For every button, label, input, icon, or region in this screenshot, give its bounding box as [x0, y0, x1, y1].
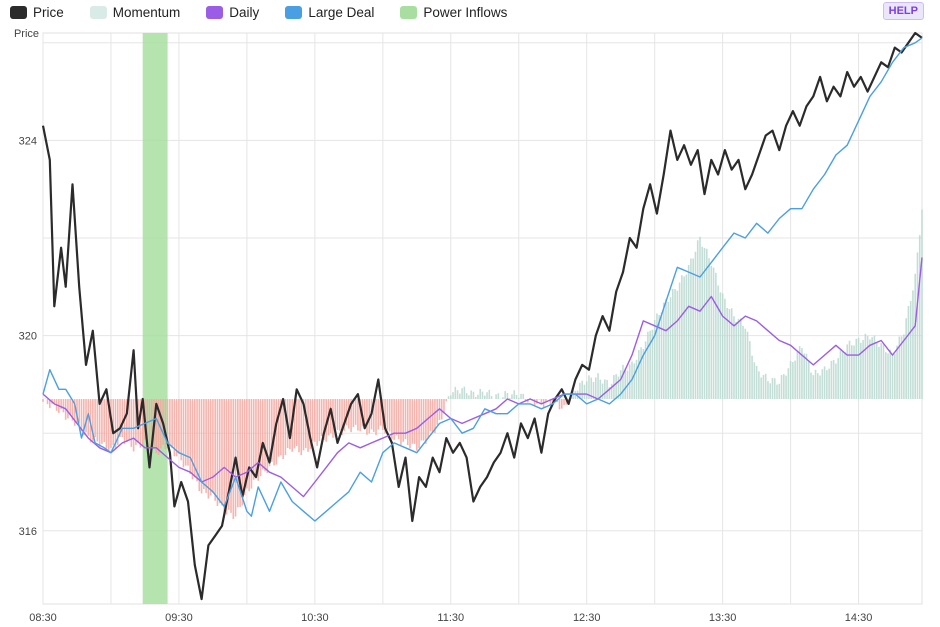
series-line-daily	[42, 257, 923, 498]
y-axis-label: Price	[14, 28, 39, 40]
legend-item-momentum[interactable]: Momentum	[89, 4, 181, 20]
x-tick-label: 10:30	[301, 612, 329, 624]
y-tick-label: 324	[19, 135, 37, 147]
legend-label: Large Deal	[308, 4, 375, 20]
x-tick-label: 08:30	[29, 612, 57, 624]
power-inflow-band	[142, 33, 168, 604]
series-line-price	[41, 31, 923, 601]
legend-swatch	[285, 5, 303, 19]
legend-label: Power Inflows	[423, 4, 508, 20]
x-tick-label: 13:30	[709, 612, 737, 624]
x-tick-label: 09:30	[165, 612, 193, 624]
series-line-large-deal	[42, 37, 923, 522]
legend-item-large-deal[interactable]: Large Deal	[285, 5, 374, 20]
legend-label: Momentum	[112, 4, 181, 20]
help-button[interactable]: HELP	[882, 2, 924, 20]
legend-swatch	[400, 5, 418, 19]
x-tick-label: 11:30	[437, 612, 464, 624]
y-tick-label: 316	[19, 526, 37, 538]
x-tick-label: 12:30	[573, 612, 601, 624]
legend-item-power-inflows[interactable]: Power Inflows	[400, 5, 507, 20]
chart-legend: Price Momentum Daily Large Deal Power Inflow…	[10, 2, 533, 22]
legend-swatch	[10, 5, 27, 19]
y-tick-label: 320	[19, 331, 37, 343]
legend-label: Daily	[229, 4, 260, 20]
legend-label: Price	[33, 4, 64, 20]
legend-swatch	[89, 5, 107, 19]
legend-item-price[interactable]: Price	[10, 5, 64, 20]
legend-swatch	[206, 5, 224, 19]
legend-item-daily[interactable]: Daily	[206, 5, 259, 20]
x-tick-label: 14:30	[845, 612, 873, 624]
